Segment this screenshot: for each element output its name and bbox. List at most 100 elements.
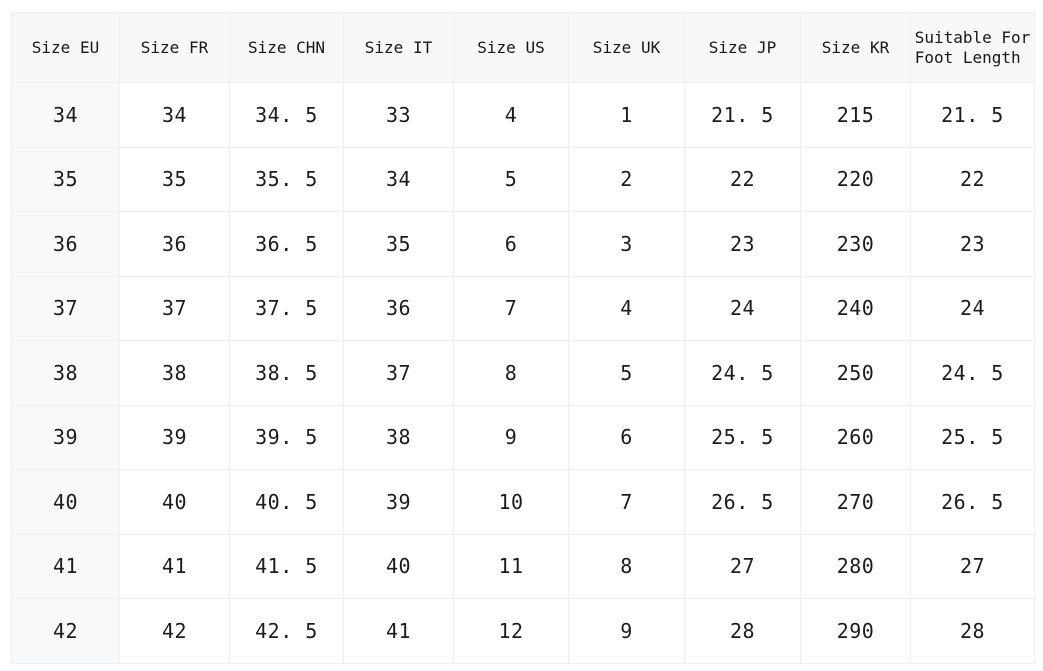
row-header-cell: 36 xyxy=(11,211,120,277)
table-cell: 35. 5 xyxy=(229,146,344,212)
column-header-label: Size UK xyxy=(592,37,661,57)
table-header-row: Size EU Size FR Size CHN Size IT Size US Size… xyxy=(11,12,1035,83)
table-cell: 12 xyxy=(453,598,569,664)
row-header-cell: 41 xyxy=(11,533,120,599)
table-cell: 36 xyxy=(119,211,230,277)
table-row: 42 42 42. 5 41 12 9 28 290 28 xyxy=(11,598,1035,664)
table-cell: 21. 5 xyxy=(684,82,801,148)
table-cell: 39. 5 xyxy=(229,404,344,470)
table-cell: 23 xyxy=(910,211,1035,277)
table-cell: 36 xyxy=(343,275,454,341)
row-header-cell: 34 xyxy=(11,82,120,148)
table-cell: 40 xyxy=(119,469,230,535)
table-cell: 290 xyxy=(800,598,911,664)
table-cell: 21. 5 xyxy=(910,82,1035,148)
table-cell: 28 xyxy=(910,598,1035,664)
column-header-label: Suitable For Foot Length xyxy=(914,27,1031,67)
table-cell: 3 xyxy=(568,211,685,277)
table-cell: 250 xyxy=(800,340,911,406)
table-cell: 39 xyxy=(343,469,454,535)
table-row: 38 38 38. 5 37 8 5 24. 5 250 24. 5 xyxy=(11,340,1035,406)
table-cell: 1 xyxy=(568,82,685,148)
row-header-cell: 37 xyxy=(11,275,120,341)
table-cell: 280 xyxy=(800,533,911,599)
table-cell: 11 xyxy=(453,533,569,599)
table-cell: 36. 5 xyxy=(229,211,344,277)
table-cell: 33 xyxy=(343,82,454,148)
table-cell: 25. 5 xyxy=(684,404,801,470)
table-cell: 9 xyxy=(568,598,685,664)
table-cell: 37 xyxy=(343,340,454,406)
row-header-cell: 39 xyxy=(11,404,120,470)
table-cell: 4 xyxy=(568,275,685,341)
table-row: 35 35 35. 5 34 5 2 22 220 22 xyxy=(11,146,1035,212)
table-cell: 41 xyxy=(343,598,454,664)
column-header-label: Size KR xyxy=(821,37,890,57)
column-header-label: Size CHN xyxy=(247,37,326,57)
table-cell: 27 xyxy=(910,533,1035,599)
table-cell: 5 xyxy=(568,340,685,406)
column-header-size-it: Size IT xyxy=(343,12,454,83)
table-cell: 22 xyxy=(684,146,801,212)
table-cell: 35 xyxy=(343,211,454,277)
table-cell: 34 xyxy=(343,146,454,212)
column-header-size-fr: Size FR xyxy=(119,12,230,83)
column-header-label: Size EU xyxy=(31,37,100,57)
table-cell: 230 xyxy=(800,211,911,277)
table-cell: 34 xyxy=(119,82,230,148)
table-cell: 9 xyxy=(453,404,569,470)
table-row: 36 36 36. 5 35 6 3 23 230 23 xyxy=(11,211,1035,277)
table-cell: 37. 5 xyxy=(229,275,344,341)
table-cell: 23 xyxy=(684,211,801,277)
table-cell: 6 xyxy=(568,404,685,470)
table-cell: 28 xyxy=(684,598,801,664)
table-row: 37 37 37. 5 36 7 4 24 240 24 xyxy=(11,275,1035,341)
table-cell: 41 xyxy=(119,533,230,599)
column-header-label: Size US xyxy=(477,37,545,57)
column-header-size-kr: Size KR xyxy=(800,12,911,83)
column-header-label: Size FR xyxy=(140,37,209,57)
table-cell: 260 xyxy=(800,404,911,470)
table-cell: 8 xyxy=(568,533,685,599)
table-cell: 24. 5 xyxy=(684,340,801,406)
table-cell: 7 xyxy=(568,469,685,535)
table-cell: 38 xyxy=(119,340,230,406)
table-cell: 240 xyxy=(800,275,911,341)
table-cell: 37 xyxy=(119,275,230,341)
size-conversion-table: Size EU Size FR Size CHN Size IT Size US Size… xyxy=(11,12,1035,664)
table-row: 41 41 41. 5 40 11 8 27 280 27 xyxy=(11,533,1035,599)
table-cell: 35 xyxy=(119,146,230,212)
row-header-cell: 42 xyxy=(11,598,120,664)
table-cell: 42 xyxy=(119,598,230,664)
table-cell: 41. 5 xyxy=(229,533,344,599)
column-header-size-us: Size US xyxy=(453,12,569,83)
table-cell: 27 xyxy=(684,533,801,599)
table-cell: 8 xyxy=(453,340,569,406)
table-cell: 2 xyxy=(568,146,685,212)
table-cell: 22 xyxy=(910,146,1035,212)
table-cell: 220 xyxy=(800,146,911,212)
row-header-cell: 40 xyxy=(11,469,120,535)
table-cell: 40 xyxy=(343,533,454,599)
table-cell: 26. 5 xyxy=(684,469,801,535)
table-cell: 215 xyxy=(800,82,911,148)
column-header-size-jp: Size JP xyxy=(684,12,801,83)
table-cell: 40. 5 xyxy=(229,469,344,535)
table-cell: 24. 5 xyxy=(910,340,1035,406)
table-cell: 4 xyxy=(453,82,569,148)
column-header-size-eu: Size EU xyxy=(11,12,120,83)
table-cell: 5 xyxy=(453,146,569,212)
table-cell: 42. 5 xyxy=(229,598,344,664)
table-cell: 26. 5 xyxy=(910,469,1035,535)
table-cell: 38. 5 xyxy=(229,340,344,406)
column-header-size-uk: Size UK xyxy=(568,12,685,83)
table-cell: 6 xyxy=(453,211,569,277)
table-cell: 25. 5 xyxy=(910,404,1035,470)
table-cell: 38 xyxy=(343,404,454,470)
column-header-label: Size IT xyxy=(364,37,433,57)
row-header-cell: 35 xyxy=(11,146,120,212)
column-header-label: Size JP xyxy=(708,37,777,57)
table-cell: 39 xyxy=(119,404,230,470)
column-header-suitable-for-foot-length: Suitable For Foot Length xyxy=(910,12,1035,83)
